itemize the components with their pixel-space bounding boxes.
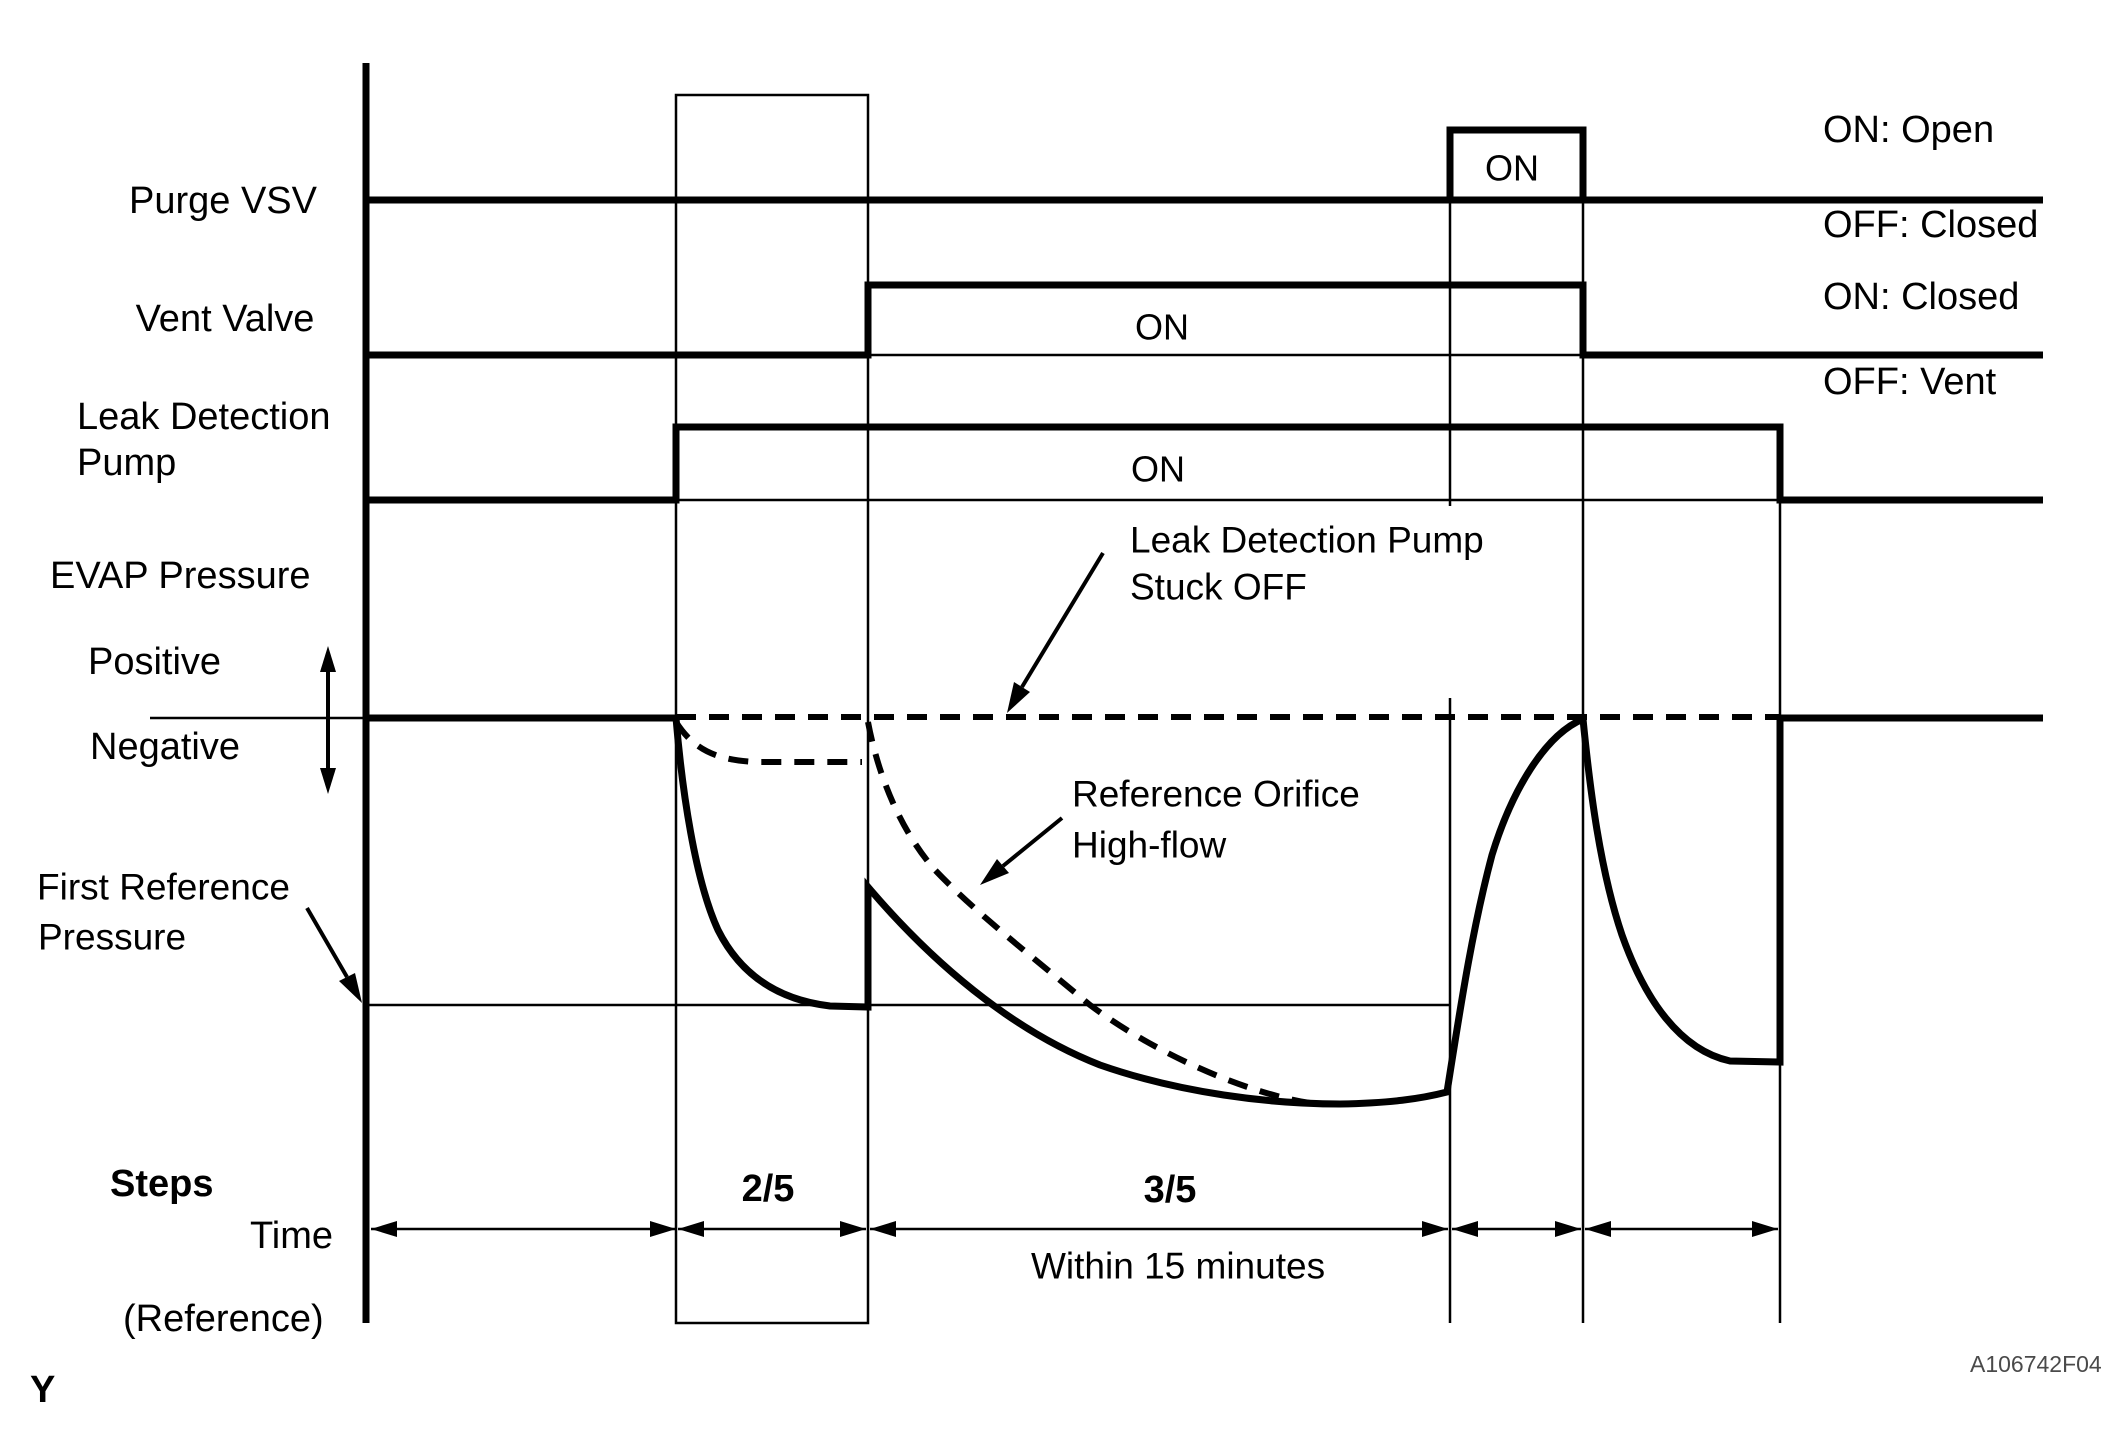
leak-detection-pump-trace — [363, 423, 2043, 504]
time-dimension-arrowheads — [371, 1221, 1778, 1237]
purge-vsv-label: Purge VSV — [129, 180, 318, 222]
arrow-right-icon — [840, 1221, 866, 1237]
arrow-down-right-icon — [339, 973, 362, 1003]
arrow-down-icon — [320, 768, 336, 794]
arrow-left-icon — [371, 1221, 397, 1237]
arrow-left-icon — [678, 1221, 704, 1237]
vent-on-pulse-label: ON — [1135, 307, 1189, 348]
stuck-off-annotation-line1: Leak Detection Pump — [1130, 520, 1484, 561]
stuck-off-arrow-shaft — [1020, 551, 1105, 689]
arrow-right-icon — [650, 1221, 676, 1237]
first-reference-arrow-shaft — [305, 906, 349, 979]
arrow-left-icon — [1585, 1221, 1611, 1237]
pump-waveform — [363, 423, 2043, 504]
arrow-left-icon — [870, 1221, 896, 1237]
evap-pressure-solid-curve — [363, 713, 2043, 1108]
legend-vent-on: ON: Closed — [1823, 276, 2019, 318]
evap-pressure-label: EVAP Pressure — [50, 555, 311, 597]
negative-label: Negative — [90, 726, 240, 768]
high-flow-arrow-shaft — [1001, 816, 1064, 868]
arrow-right-icon — [1752, 1221, 1778, 1237]
shallow-dip-dashed-curve — [673, 720, 862, 765]
time-label: Time — [250, 1215, 333, 1257]
step-2-5-label: 2/5 — [742, 1168, 795, 1210]
steps-label: Steps — [110, 1163, 213, 1205]
vent-valve-label: Vent Valve — [136, 298, 315, 340]
figure-id: A106742F04 — [1970, 1351, 2102, 1377]
first-reference-pointer — [305, 906, 362, 1003]
high-flow-annotation-line1: Reference Orifice — [1072, 774, 1360, 815]
stuck-off-annotation-line2: Stuck OFF — [1130, 567, 1307, 608]
arrow-right-icon — [1555, 1221, 1581, 1237]
purge-vsv-on-pulse — [1446, 126, 1587, 200]
arrow-up-icon — [320, 646, 336, 672]
pump-on-pulse-label: ON — [1131, 449, 1185, 490]
legend-purge-on: ON: Open — [1823, 109, 1994, 151]
arrow-down-left-icon — [1007, 682, 1030, 713]
first-reference-label-line2: Pressure — [38, 917, 186, 958]
pump-label-line1: Leak Detection — [77, 396, 331, 438]
arrow-left-icon — [1452, 1221, 1478, 1237]
legend-vent-off: OFF: Vent — [1823, 361, 1997, 403]
legend-purge-off: OFF: Closed — [1823, 204, 2038, 246]
stuck-off-pointer — [1007, 551, 1105, 713]
arrow-right-icon — [1422, 1221, 1448, 1237]
purge-vsv-trace — [363, 126, 2043, 204]
first-reference-label-line1: First Reference — [37, 867, 290, 908]
high-flow-annotation-line2: High-flow — [1072, 825, 1226, 866]
positive-label: Positive — [88, 641, 221, 683]
reference-label: (Reference) — [123, 1298, 324, 1340]
reference-orifice-high-flow-dashed-curve — [865, 721, 1311, 1106]
vent-valve-waveform — [363, 281, 2043, 359]
annotation-mask — [1118, 506, 1538, 698]
page-marker: Y — [30, 1369, 55, 1411]
purge-on-pulse-label: ON — [1485, 148, 1539, 189]
step-3-5-label: 3/5 — [1144, 1169, 1197, 1211]
arrow-down-left-icon — [980, 859, 1009, 885]
high-flow-pointer — [980, 816, 1064, 885]
vent-valve-trace — [363, 281, 2043, 359]
within-15-minutes-label: Within 15 minutes — [1031, 1246, 1325, 1287]
pump-label-line2: Pump — [77, 442, 176, 484]
step2-band-rectangle — [674, 93, 870, 1325]
pressure-direction-arrow — [320, 646, 336, 794]
